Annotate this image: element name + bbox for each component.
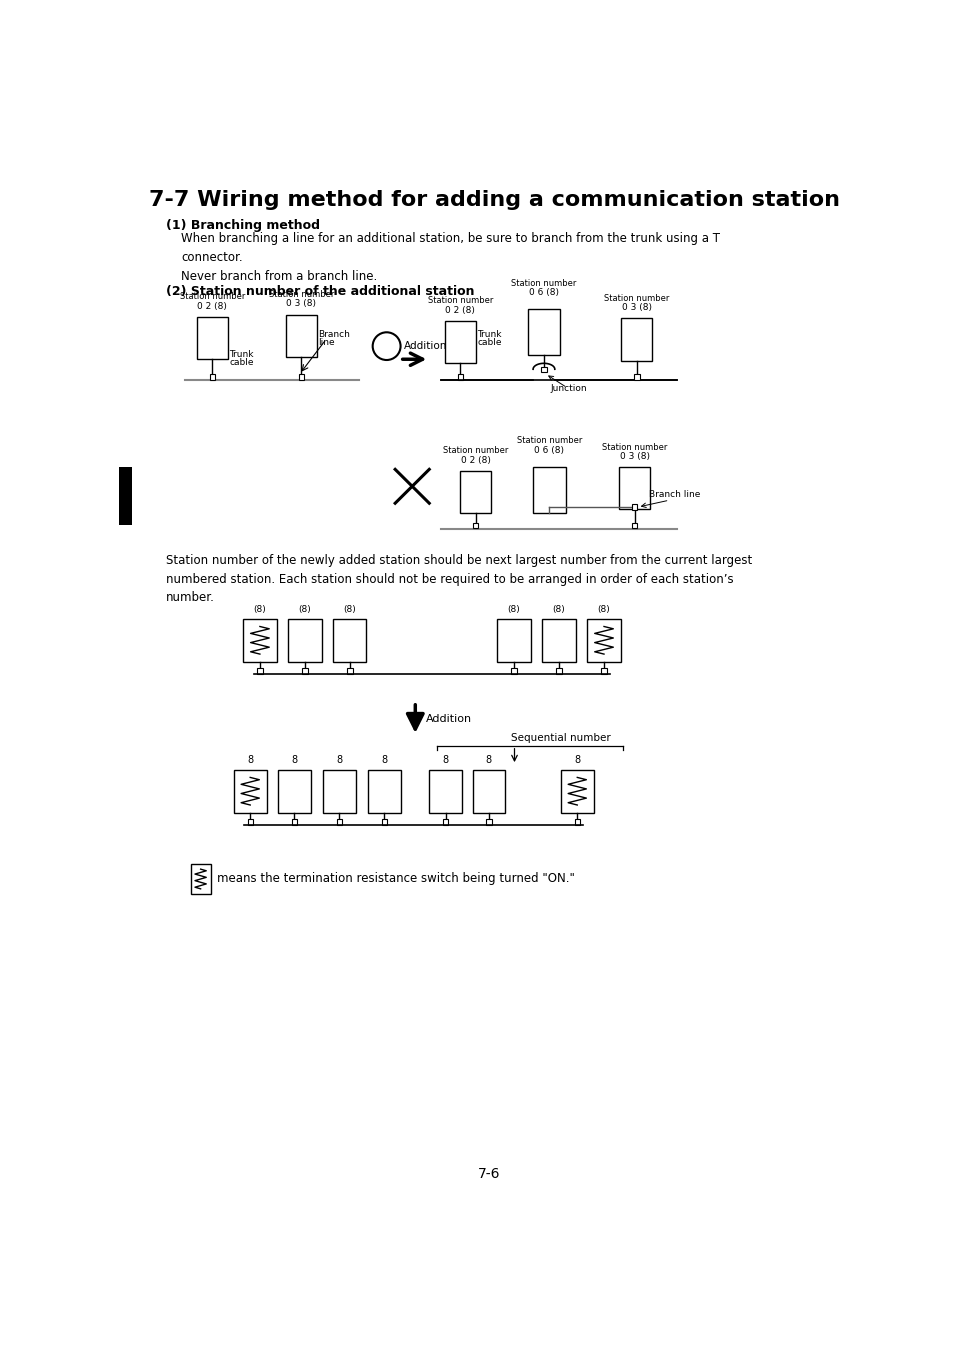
Text: When branching a line for an additional station, be sure to branch from the trun: When branching a line for an additional … [181, 232, 720, 284]
Bar [600, 669, 606, 674]
Text: cable: cable [476, 339, 501, 347]
Text: 0 6 (8): 0 6 (8) [534, 446, 564, 455]
Text: Station number: Station number [442, 446, 508, 455]
Text: 8: 8 [574, 755, 579, 765]
Bar [302, 669, 307, 674]
Bar [574, 819, 579, 824]
Text: (8): (8) [298, 605, 311, 615]
Bar [257, 669, 262, 674]
Bar [587, 619, 620, 662]
Bar [247, 819, 253, 824]
Text: (8): (8) [343, 605, 355, 615]
Bar [298, 374, 304, 380]
Bar [233, 770, 266, 813]
Bar [333, 619, 366, 662]
Text: 8: 8 [442, 755, 448, 765]
Bar [473, 523, 478, 528]
Text: Addition: Addition [403, 342, 447, 351]
Text: Trunk: Trunk [476, 330, 501, 339]
Text: Station number: Station number [511, 278, 576, 288]
Text: 8: 8 [381, 755, 387, 765]
Text: means the termination resistance switch being turned "ON.": means the termination resistance switch … [216, 873, 574, 885]
Bar [286, 315, 316, 357]
Bar [459, 471, 491, 513]
Bar [618, 467, 649, 509]
Text: Trunk: Trunk [229, 350, 253, 359]
Text: 0 6 (8): 0 6 (8) [528, 288, 558, 297]
Text: Station number: Station number [269, 290, 334, 299]
Text: Station number: Station number [603, 295, 669, 303]
Bar [288, 619, 321, 662]
Bar [472, 770, 505, 813]
Text: 0 3 (8): 0 3 (8) [621, 303, 651, 312]
Text: Station number: Station number [179, 292, 245, 301]
Text: 8: 8 [291, 755, 297, 765]
Bar [429, 770, 461, 813]
Text: (1) Branching method: (1) Branching method [166, 219, 319, 232]
Bar [442, 819, 448, 824]
Text: 0 3 (8): 0 3 (8) [619, 451, 649, 461]
Text: 0 2 (8): 0 2 (8) [197, 301, 227, 311]
Text: Station number of the newly added station should be next largest number from the: Station number of the newly added statio… [166, 554, 751, 604]
Text: Addition: Addition [426, 713, 472, 724]
Text: 8: 8 [336, 755, 342, 765]
Bar [336, 819, 342, 824]
Text: 7-6: 7-6 [477, 1167, 499, 1181]
Bar [540, 366, 546, 372]
Text: 8: 8 [485, 755, 492, 765]
Bar [292, 819, 296, 824]
Bar [511, 669, 517, 674]
Text: 0 3 (8): 0 3 (8) [286, 300, 316, 308]
Text: 8: 8 [247, 755, 253, 765]
Text: 0 2 (8): 0 2 (8) [445, 305, 475, 315]
Text: 0 2 (8): 0 2 (8) [460, 455, 490, 465]
Text: (8): (8) [507, 605, 520, 615]
Bar [542, 619, 575, 662]
Text: (2) Station number of the additional station: (2) Station number of the additional sta… [166, 285, 474, 297]
Bar [497, 619, 530, 662]
Bar [381, 819, 387, 824]
Bar [210, 374, 214, 380]
Text: cable: cable [229, 358, 253, 366]
Bar [457, 374, 462, 380]
Text: line: line [317, 339, 334, 347]
Text: Station number: Station number [517, 436, 581, 446]
Bar [631, 523, 637, 528]
Bar [191, 863, 211, 894]
Bar [347, 669, 353, 674]
Text: Station number: Station number [427, 296, 493, 305]
Bar [486, 819, 491, 824]
Bar [556, 669, 561, 674]
Bar [119, 467, 132, 524]
Bar [196, 317, 228, 359]
Bar [243, 619, 276, 662]
Bar [620, 319, 652, 361]
Bar [560, 770, 593, 813]
Text: Branch line: Branch line [648, 490, 700, 500]
Bar [634, 374, 639, 380]
Text: (8): (8) [552, 605, 565, 615]
Bar [527, 309, 559, 355]
Text: Junction: Junction [550, 384, 586, 393]
Text: Station number: Station number [601, 443, 666, 451]
Bar [444, 320, 476, 363]
Text: (8): (8) [597, 605, 610, 615]
Bar [533, 467, 565, 513]
Text: Branch: Branch [317, 330, 349, 339]
Bar [278, 770, 311, 813]
Bar [368, 770, 400, 813]
Bar [631, 504, 637, 509]
Text: Sequential number: Sequential number [511, 732, 610, 743]
Bar [323, 770, 355, 813]
Text: 7-7 Wiring method for adding a communication station: 7-7 Wiring method for adding a communica… [149, 190, 839, 209]
Text: (8): (8) [253, 605, 266, 615]
